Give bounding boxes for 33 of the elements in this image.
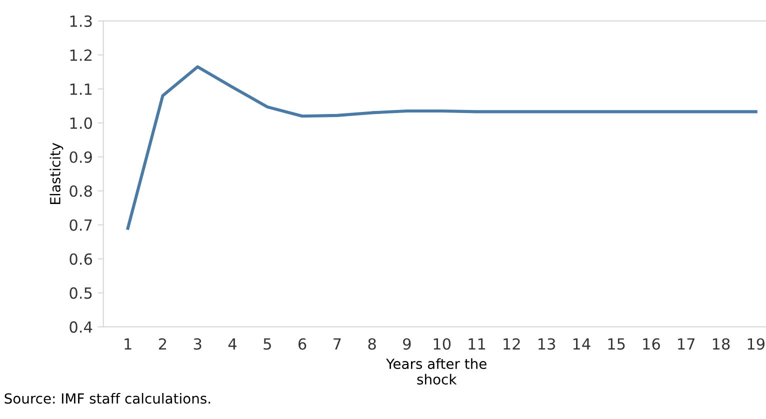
x-tick-label: 6 <box>298 338 306 350</box>
y-axis-title: Elasticity <box>50 142 64 204</box>
y-tick-label: 0.4 <box>70 321 92 333</box>
x-tick-label: 16 <box>643 338 660 350</box>
x-tick-label: 15 <box>608 338 625 350</box>
line-series <box>126 65 758 230</box>
y-tick-label: 0.8 <box>70 185 92 197</box>
y-tick-label: 0.9 <box>70 151 92 163</box>
x-tick-label: 1 <box>124 338 132 350</box>
y-tick-label: 1.2 <box>70 49 92 61</box>
x-tick-label: 5 <box>264 338 271 350</box>
x-tick-label: 13 <box>538 338 556 350</box>
y-tick-label: 0.5 <box>70 287 92 299</box>
y-tick-label: 1.1 <box>70 84 92 95</box>
x-tick-label: 3 <box>194 338 202 350</box>
y-tick-label: 0.7 <box>70 219 92 231</box>
x-tick-label: 12 <box>504 338 520 350</box>
x-tick-label: 11 <box>468 338 486 350</box>
x-tick-label: 2 <box>158 338 166 350</box>
x-tick-label: 18 <box>712 338 730 350</box>
x-tick-label: 9 <box>403 338 411 350</box>
x-tick-label: 7 <box>334 338 341 350</box>
y-tick-label: 1.0 <box>70 117 92 129</box>
x-tick-label: 14 <box>573 338 590 350</box>
x-tick-label: 19 <box>748 338 765 350</box>
x-axis-title: Years after the shock <box>386 358 486 385</box>
source-note: Source: IMF staff calculations. <box>4 392 210 404</box>
x-tick-label: 8 <box>368 338 376 350</box>
x-tick-label: 17 <box>678 338 695 350</box>
y-tick-label: 1.3 <box>70 15 92 27</box>
y-tick-label: 0.6 <box>70 253 92 265</box>
x-tick-label: 10 <box>434 338 451 350</box>
x-tick-label: 4 <box>228 338 237 350</box>
